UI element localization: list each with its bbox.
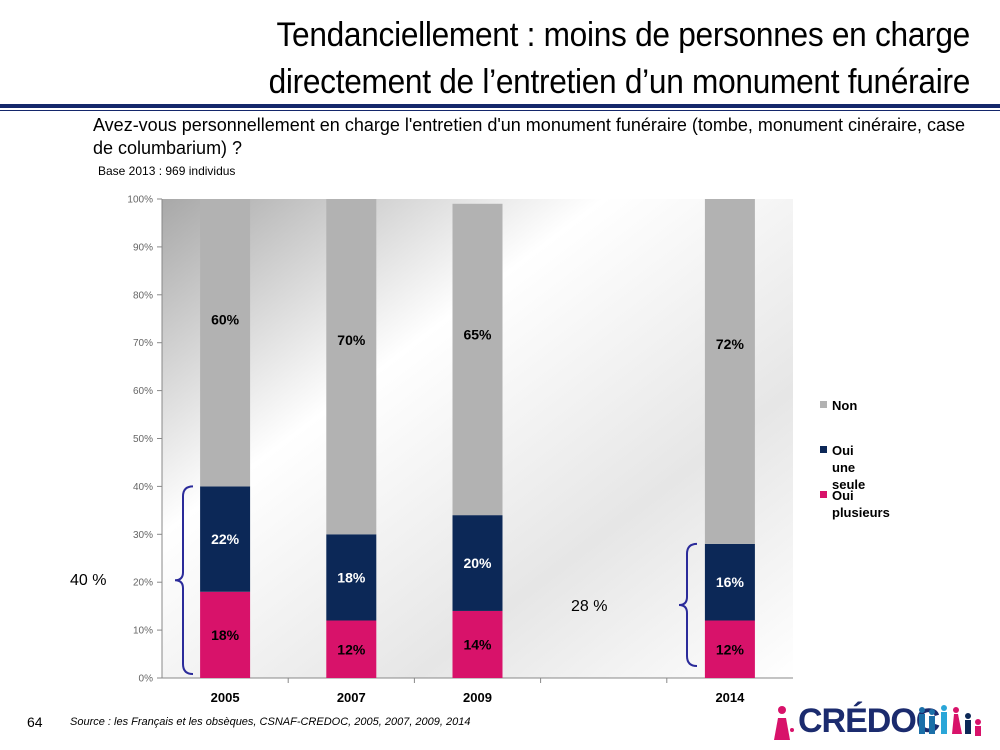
y-tick-label: 0% [139, 674, 154, 685]
bar-oui-une-seule-2007 [326, 534, 377, 621]
bar-non-2009 [452, 203, 503, 516]
bar-oui-plusieurs-2009 [452, 610, 503, 678]
bar-non-2014 [704, 199, 755, 544]
y-tick-label: 50% [133, 434, 153, 445]
value-label-oui-plusieurs-2007: 12% [337, 641, 366, 657]
bar-non-2005 [200, 199, 251, 487]
legend-label: Oui [832, 488, 854, 503]
y-tick-label: 90% [133, 242, 153, 253]
logo-people-icon [919, 705, 981, 736]
bar-oui-plusieurs-2014 [704, 620, 755, 678]
bar-oui-une-seule-2005 [200, 486, 251, 592]
value-label-oui-une-seule-2009: 20% [463, 555, 492, 571]
y-tick-label: 40% [133, 482, 153, 493]
value-label-non-2009: 65% [463, 327, 492, 343]
bar-oui-une-seule-2009 [452, 515, 503, 611]
value-label-oui-une-seule-2014: 16% [716, 574, 745, 590]
bar-oui-plusieurs-2005 [200, 591, 251, 678]
x-axis-labels: 2005 2007 2009 2014 [211, 678, 745, 705]
title-rule-thin [0, 110, 1000, 111]
y-tick-label: 20% [133, 578, 153, 589]
title-rule [0, 104, 1000, 108]
credoc-logo: CRÉDOC [768, 700, 988, 746]
page-number: 64 [27, 714, 43, 730]
value-label-non-2014: 72% [716, 336, 745, 352]
logo-figure-icon [774, 706, 794, 740]
value-label-non-2007: 70% [337, 332, 366, 348]
bracket-label-2005: 40 % [70, 572, 107, 589]
legend-label-2: plusieurs [832, 505, 890, 520]
survey-question: Avez-vous personnellement en charge l'en… [93, 115, 966, 158]
title-line-2: directement de l’entretien d’un monument… [268, 63, 971, 101]
x-tick-label-2014: 2014 [715, 690, 745, 705]
legend-swatch-oui-une [820, 446, 827, 453]
bracket-2014 [678, 542, 698, 667]
brackets [174, 485, 698, 675]
value-label-non-2005: 60% [211, 312, 240, 328]
x-tick-label-2009: 2009 [463, 690, 492, 705]
legend-swatch-non [820, 401, 827, 408]
bracket-label-2014: 28 % [571, 598, 608, 615]
value-label-oui-plusieurs-2014: 12% [716, 641, 745, 657]
value-label-oui-une-seule-2005: 22% [211, 531, 240, 547]
x-tick-label-2005: 2005 [211, 690, 240, 705]
source-note: Source : les Français et les obsèques, C… [70, 716, 471, 728]
bar-oui-une-seule-2014 [704, 543, 755, 621]
value-label-oui-une-seule-2007: 18% [337, 569, 366, 585]
y-tick-label: 30% [133, 530, 153, 541]
logo-text: CRÉDOC [798, 702, 940, 740]
y-tick-label: 80% [133, 290, 153, 301]
x-tick-label-2007: 2007 [337, 690, 366, 705]
value-label-oui-plusieurs-2005: 18% [211, 627, 240, 643]
legend-label: Non [832, 398, 858, 413]
title-line-1: Tendanciellement : moins de personnes en… [276, 16, 970, 54]
bracket-2005 [174, 485, 194, 675]
base-note: Base 2013 : 969 individus [98, 164, 236, 178]
value-label-oui-plusieurs-2009: 14% [463, 636, 492, 652]
y-tick-label: 100% [127, 195, 153, 206]
bar-non-2007 [326, 199, 377, 535]
y-tick-label: 70% [133, 338, 153, 349]
y-tick-label: 60% [133, 386, 153, 397]
legend-label: Oui une [832, 443, 856, 475]
y-tick-label: 10% [133, 626, 153, 637]
legend-label-2: seule [832, 477, 866, 492]
page-title: Tendanciellement : moins de personnes en… [133, 12, 971, 106]
legend-swatch-oui-plus [820, 491, 827, 498]
bar-oui-plusieurs-2007 [326, 620, 377, 678]
bars: 18% 22% 60% 12% 18% 70% 14% 20% 65% 12% 16% 72% [200, 199, 755, 678]
